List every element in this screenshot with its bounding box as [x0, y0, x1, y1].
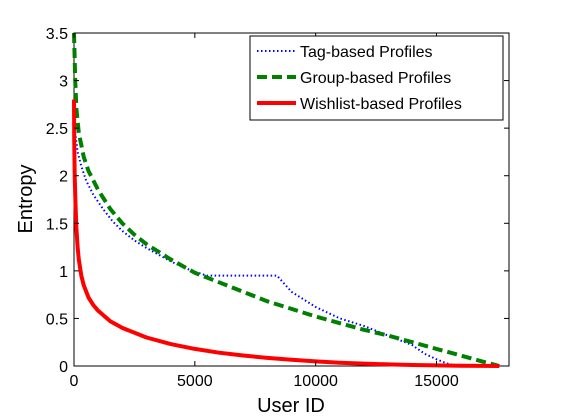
y-tick-label: 1 [59, 264, 68, 281]
series-line-2 [72, 99, 500, 368]
y-tick-label: 2.5 [46, 121, 68, 138]
y-axis-label: Entropy [15, 165, 37, 234]
series-layer [72, 32, 500, 368]
legend: Tag-based Profiles Group-based Profiles … [249, 35, 504, 121]
legend-label-tag-based: Tag-based Profiles [300, 44, 433, 61]
series-line-1 [72, 32, 500, 368]
x-tick-label: 15000 [414, 373, 459, 390]
y-tick-label: 0.5 [46, 311, 68, 328]
legend-label-wishlist-based: Wishlist-based Profiles [300, 96, 462, 113]
legend-box [249, 35, 504, 121]
ticks-layer: 0 5000 10000 15000 0 0.5 1 1.5 2 2.5 3 3.5 [46, 26, 509, 390]
y-tick-label: 2 [59, 169, 68, 186]
x-tick-label: 10000 [293, 373, 338, 390]
x-axis-label: User ID [257, 395, 325, 417]
y-tick-label: 3 [59, 74, 68, 91]
legend-label-group-based: Group-based Profiles [300, 70, 451, 87]
y-tick-label: 1.5 [46, 216, 68, 233]
x-tick-label: 0 [70, 373, 79, 390]
x-tick-label: 5000 [177, 373, 213, 390]
y-tick-label: 3.5 [46, 26, 68, 43]
y-tick-label: 0 [59, 359, 68, 376]
